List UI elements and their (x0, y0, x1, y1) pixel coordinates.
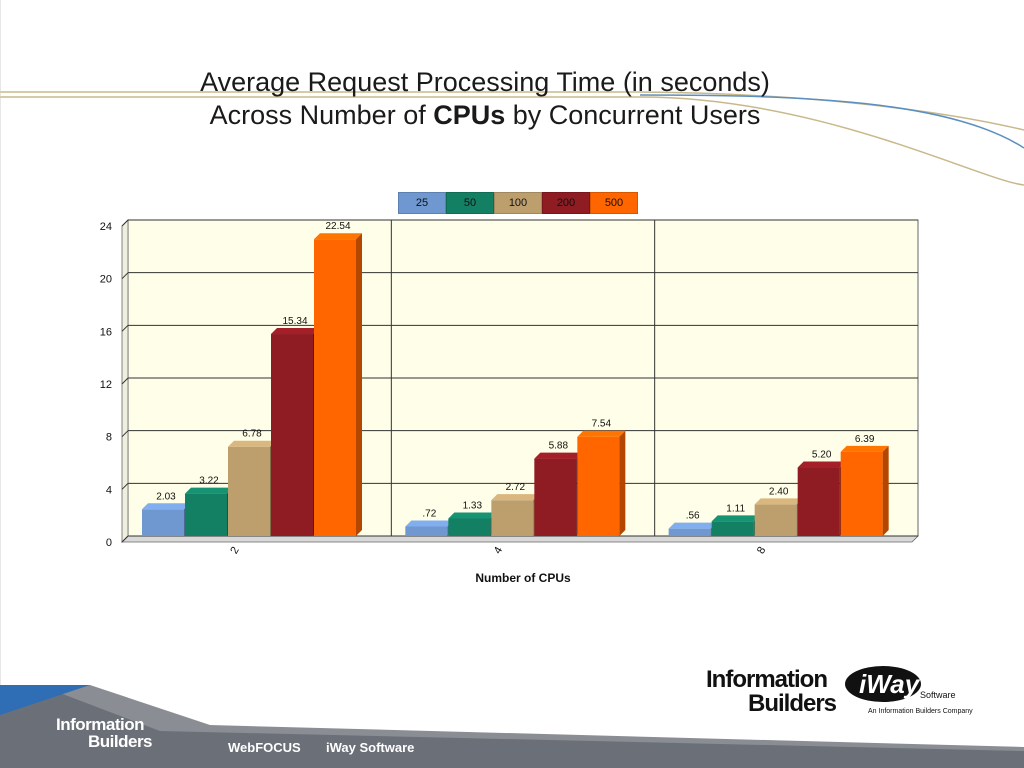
bar-value-label: 6.39 (855, 434, 875, 445)
gridline-depth (121, 377, 129, 385)
bar-value-label: 3.22 (199, 476, 219, 487)
footer-logo-line1: Information (56, 715, 145, 734)
bar (840, 451, 883, 536)
iway-logo-text: iWay (859, 669, 921, 699)
y-tick-label: 4 (106, 484, 112, 496)
bar (271, 334, 313, 536)
gridline-depth (121, 482, 129, 490)
bar-value-label: .72 (422, 509, 436, 520)
bar (185, 493, 227, 536)
bar-side (619, 430, 626, 536)
footer-band (0, 685, 1024, 768)
bar-top (668, 522, 717, 529)
slide-title-line1: Average Request Processing Time (in seco… (200, 67, 770, 97)
bar-top (448, 512, 497, 519)
chart-legend: 25 50 100 200 500 (398, 192, 638, 214)
bar-chart: 048121620242.033.226.7815.3422.542.721.3… (100, 219, 919, 585)
legend-item: 50 (446, 192, 494, 214)
y-tick-label: 16 (100, 326, 112, 338)
iway-software-label: Software (920, 690, 956, 700)
bar (314, 239, 356, 536)
bar (405, 526, 448, 536)
bar (754, 504, 797, 536)
bar (534, 458, 577, 536)
y-tick-label: 24 (100, 221, 112, 233)
bar-value-label: 22.54 (325, 221, 350, 232)
bar-value-label: 2.72 (506, 482, 526, 493)
legend-item: 200 (542, 192, 590, 214)
bar-value-label: 2.40 (769, 486, 789, 497)
slide-title-line2: Across Number of CPUs by Concurrent User… (0, 98, 970, 132)
bar-value-label: 5.20 (812, 450, 832, 461)
y-tick-label: 20 (100, 274, 112, 286)
ib-logo-line1: Information (706, 666, 828, 693)
bar-value-label: 5.88 (549, 441, 569, 452)
y-tick-label: 8 (106, 432, 112, 444)
legend-item: 25 (398, 192, 446, 214)
footer-company-logo: Information Builders (56, 715, 153, 751)
bar (142, 509, 184, 536)
gridline-depth (121, 219, 129, 227)
footer-logo-line2: Builders (88, 732, 153, 751)
bar (448, 518, 491, 536)
x-tick-label: 8 (755, 545, 768, 556)
bar-top (271, 328, 319, 335)
bar-top (142, 503, 190, 510)
bar-top (228, 440, 276, 447)
bar-top (754, 498, 803, 505)
bar (711, 521, 754, 536)
title-line2-prefix: Across Number of (209, 100, 434, 130)
x-tick-label: 2 (228, 545, 241, 556)
bar (668, 528, 711, 536)
bar-value-label: 1.11 (726, 503, 745, 514)
bar-value-label: 15.34 (282, 316, 307, 327)
x-tick-label: 4 (492, 545, 505, 556)
iway-logo-icon: iWay (845, 666, 921, 702)
iway-sub-label: An Information Builders Company (868, 708, 973, 715)
information-builders-logo: Information Builders (706, 666, 837, 717)
bar-value-label: 7.54 (592, 419, 612, 430)
bar-top (534, 452, 583, 459)
bar-value-label: 2.03 (156, 491, 176, 502)
title-line2-suffix: by Concurrent Users (505, 100, 761, 130)
bar-top (491, 494, 540, 501)
x-axis-label: Number of CPUs (475, 571, 571, 585)
plot-floor (121, 535, 919, 543)
title-line2-bold: CPUs (433, 100, 506, 130)
bar-value-label: 6.78 (242, 429, 262, 440)
bar-top (185, 487, 233, 494)
bar-top (577, 430, 626, 437)
bar (797, 467, 840, 536)
gridline-depth (121, 430, 129, 438)
bar-top (405, 520, 454, 527)
legend-item: 100 (494, 192, 542, 214)
bar (491, 500, 534, 536)
gridline-depth (121, 324, 129, 332)
bar-top (314, 233, 362, 240)
gridline-depth (121, 272, 129, 280)
footer-link-iway[interactable]: iWay Software (326, 740, 415, 755)
bar-value-label: 1.33 (463, 500, 483, 511)
bar (228, 446, 270, 536)
ib-logo-line2: Builders (748, 690, 837, 717)
gridline-depth (121, 535, 129, 543)
bar-top (711, 515, 760, 522)
footer-link-webfocus[interactable]: WebFOCUS (228, 740, 301, 755)
bar-top (840, 445, 889, 452)
bar (577, 436, 620, 536)
legend-item: 500 (590, 192, 638, 214)
bar-top (797, 461, 846, 468)
y-tick-label: 12 (100, 379, 112, 391)
bar-side (356, 233, 362, 536)
bar-side (882, 445, 889, 536)
y-tick-label: 0 (106, 537, 112, 549)
bar-value-label: .56 (686, 511, 700, 522)
